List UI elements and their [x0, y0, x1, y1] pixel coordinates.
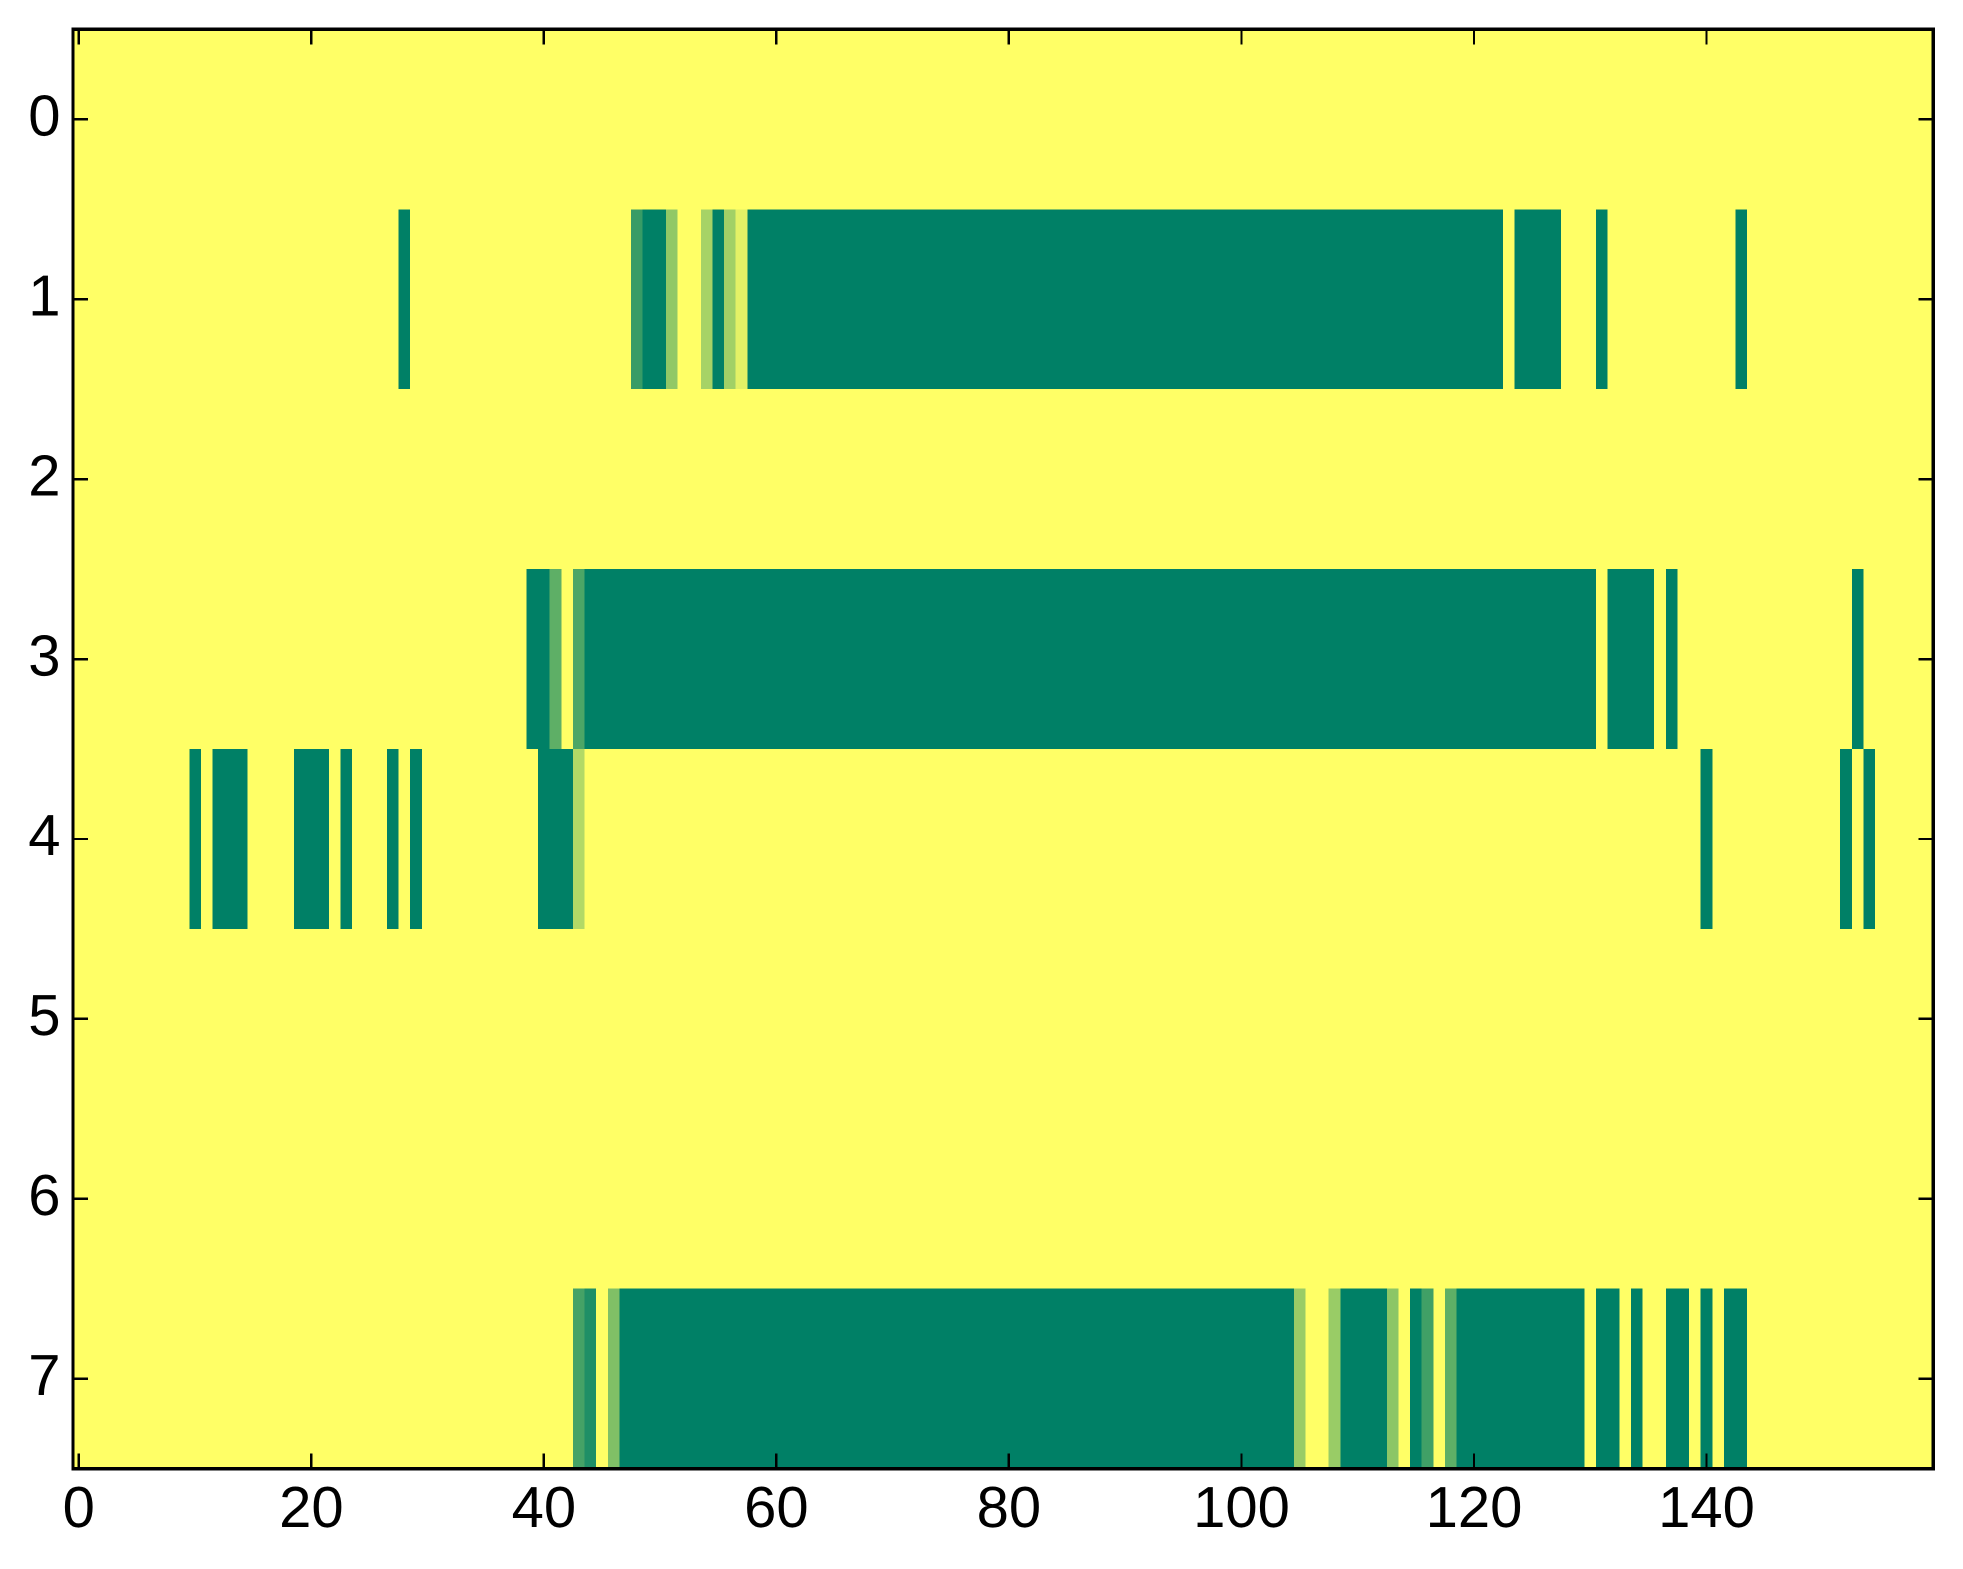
svg-text:100: 100 [1193, 1475, 1290, 1540]
svg-text:4: 4 [28, 803, 60, 868]
svg-text:40: 40 [512, 1475, 577, 1540]
svg-text:140: 140 [1658, 1475, 1755, 1540]
svg-text:6: 6 [28, 1163, 60, 1228]
svg-text:0: 0 [28, 84, 60, 149]
svg-text:1: 1 [28, 264, 60, 329]
svg-text:0: 0 [63, 1475, 95, 1540]
svg-text:20: 20 [279, 1475, 344, 1540]
svg-text:60: 60 [744, 1475, 809, 1540]
svg-text:3: 3 [28, 623, 60, 688]
svg-text:5: 5 [28, 983, 60, 1048]
svg-text:2: 2 [28, 443, 60, 508]
svg-text:120: 120 [1426, 1475, 1523, 1540]
svg-text:80: 80 [977, 1475, 1042, 1540]
svg-text:7: 7 [28, 1343, 60, 1408]
